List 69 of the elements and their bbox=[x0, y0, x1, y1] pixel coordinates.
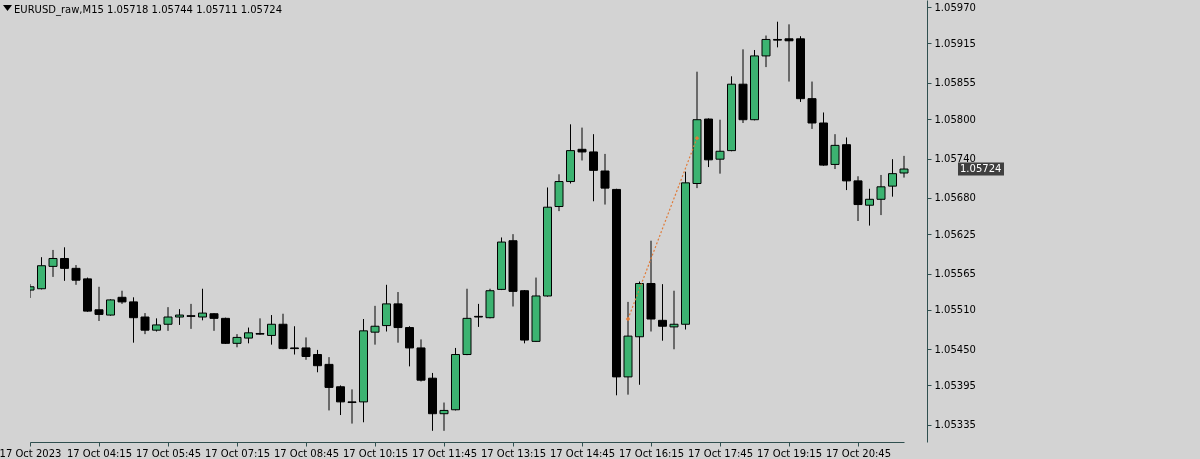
x-tick-label: 17 Oct 05:45 bbox=[135, 447, 202, 459]
candlestick bbox=[474, 303, 483, 328]
candlestick bbox=[129, 296, 138, 344]
candlestick bbox=[117, 290, 127, 305]
x-tick-label: 17 Oct 08:45 bbox=[273, 447, 340, 459]
candlestick bbox=[439, 402, 449, 432]
candlestick bbox=[899, 155, 909, 179]
candlestick bbox=[290, 325, 299, 356]
candlestick bbox=[600, 153, 610, 206]
candlestick bbox=[313, 349, 322, 373]
candlestick bbox=[301, 336, 311, 361]
candlestick bbox=[669, 290, 679, 350]
x-tick-label: 17 Oct 17:45 bbox=[687, 447, 754, 459]
candlestick bbox=[589, 133, 598, 202]
candlestick bbox=[198, 288, 207, 321]
y-tick-label: 1.05915 bbox=[934, 37, 976, 49]
candlestick bbox=[393, 291, 403, 344]
x-tick-label: 17 Oct 2023 bbox=[0, 447, 62, 459]
candlestick bbox=[209, 312, 219, 332]
candlestick bbox=[163, 306, 173, 332]
candlestick bbox=[347, 388, 357, 425]
x-tick-label: 17 Oct 04:15 bbox=[66, 447, 133, 459]
candlestick bbox=[853, 175, 863, 222]
candlestick bbox=[336, 384, 345, 416]
x-tick-label: 17 Oct 10:15 bbox=[342, 447, 409, 459]
y-tick-label: 1.05625 bbox=[934, 228, 976, 240]
y-tick-label: 1.05395 bbox=[934, 379, 976, 391]
candlestick bbox=[370, 305, 380, 346]
candlestick bbox=[658, 283, 667, 342]
candlestick bbox=[232, 333, 242, 348]
x-tick-label: 17 Oct 19:15 bbox=[756, 447, 823, 459]
candlestick bbox=[60, 246, 69, 282]
y-tick-label: 1.05565 bbox=[934, 268, 976, 280]
y-tick-label: 1.05800 bbox=[934, 113, 976, 125]
candlestick bbox=[71, 264, 81, 286]
y-tick-label: 1.05740 bbox=[934, 153, 976, 165]
x-tick-label: 17 Oct 11:45 bbox=[411, 447, 478, 459]
candlestick bbox=[186, 303, 196, 330]
x-tick-label: 17 Oct 16:15 bbox=[618, 447, 685, 459]
candlestick bbox=[865, 188, 874, 227]
x-tick-label: 17 Oct 20:45 bbox=[825, 447, 892, 459]
candlestick bbox=[94, 286, 104, 322]
y-tick-label: 1.05970 bbox=[934, 1, 976, 13]
candlestick bbox=[37, 256, 46, 290]
x-tick-label: 17 Oct 07:15 bbox=[204, 447, 271, 459]
y-tick-label: 1.05855 bbox=[934, 77, 976, 89]
candlestick bbox=[784, 23, 794, 83]
candlestick bbox=[405, 325, 414, 367]
y-tick-label: 1.05680 bbox=[934, 192, 976, 204]
candlestick bbox=[761, 35, 771, 68]
candlestick bbox=[140, 312, 150, 335]
candlestick bbox=[830, 133, 840, 170]
candlestick bbox=[324, 356, 334, 411]
chart-title: EURUSD_raw,M15 1.05718 1.05744 1.05711 1.05724 bbox=[14, 4, 283, 16]
candlestick bbox=[715, 119, 725, 175]
candlestick bbox=[876, 174, 886, 216]
y-tick-label: 1.05510 bbox=[934, 304, 976, 316]
candlestick bbox=[267, 314, 276, 346]
candlestick bbox=[255, 317, 265, 336]
candlestick bbox=[773, 21, 782, 48]
y-tick-label: 1.05335 bbox=[934, 419, 976, 431]
y-tick-label: 1.05450 bbox=[934, 343, 976, 355]
x-tick-label: 17 Oct 13:15 bbox=[480, 447, 547, 459]
candlestick bbox=[577, 127, 587, 161]
text: 1.05724 bbox=[960, 163, 1002, 175]
candlestick bbox=[382, 284, 391, 332]
candlestick bbox=[888, 158, 897, 198]
candlestick bbox=[48, 249, 58, 278]
x-tick-label: 17 Oct 14:45 bbox=[549, 447, 616, 459]
